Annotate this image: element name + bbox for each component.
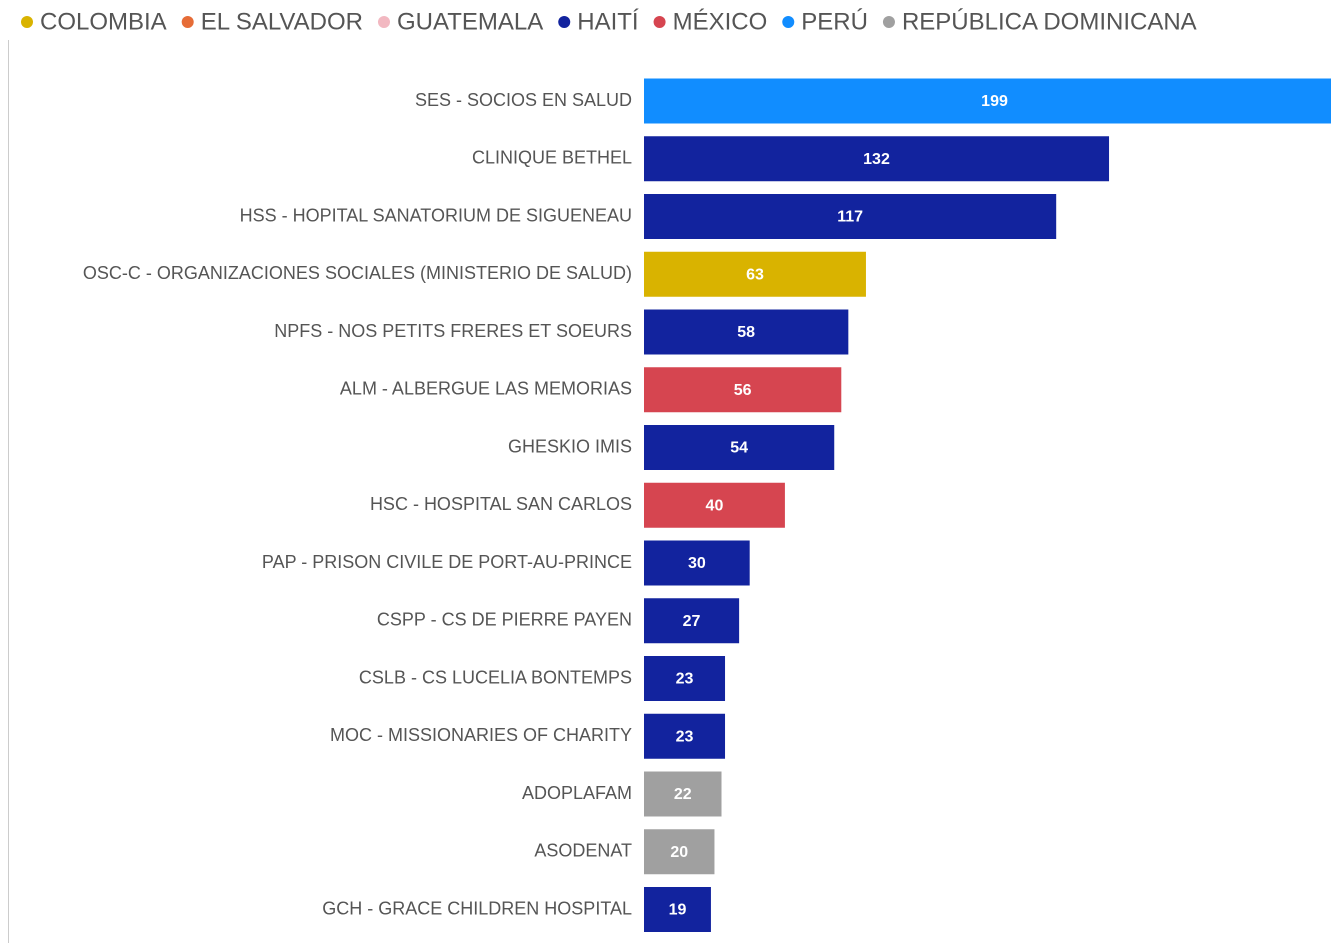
bar (644, 771, 722, 817)
bar (644, 713, 726, 759)
legend-label: EL SALVADOR (201, 8, 363, 35)
bar (644, 598, 740, 644)
data-label: 56 (734, 382, 752, 399)
bar (644, 482, 785, 528)
category-label: GCH - GRACE CHILDREN HOSPITAL (322, 898, 632, 918)
category-label: ADOPLAFAM (522, 783, 632, 803)
data-label: 117 (837, 209, 863, 226)
legend-label: COLOMBIA (40, 8, 167, 35)
data-label: 40 (706, 497, 724, 514)
data-label: 22 (674, 786, 692, 803)
legend-marker (181, 16, 194, 28)
data-label: 27 (683, 613, 701, 630)
legend-label: PERÚ (801, 8, 868, 35)
legend-label: GUATEMALA (397, 8, 543, 35)
legend-label: REPÚBLICA DOMINICANA (902, 8, 1197, 35)
bar (644, 656, 726, 701)
bar (644, 194, 1057, 239)
data-label: 58 (737, 324, 755, 341)
bar (644, 887, 711, 932)
category-label: ASODENAT (534, 841, 632, 861)
legend-label: MÉXICO (673, 8, 768, 35)
legend-marker (882, 16, 895, 28)
data-label: 20 (670, 844, 688, 861)
data-label: 54 (730, 440, 748, 457)
category-label: GHESKIO IMIS (508, 436, 632, 456)
category-label: HSC - HOSPITAL SAN CARLOS (370, 494, 632, 514)
category-label: SES - SOCIOS EN SALUD (415, 90, 632, 110)
bar (644, 78, 1331, 124)
bar (644, 309, 849, 355)
legend-marker (653, 16, 666, 28)
data-label: 30 (688, 555, 706, 572)
category-label: NPFS - NOS PETITS FRERES ET SOEURS (274, 321, 632, 341)
category-label: PAP - PRISON CIVILE DE PORT-AU-PRINCE (262, 552, 632, 572)
data-label: 19 (669, 902, 687, 919)
data-label: 63 (746, 266, 764, 283)
data-label: 23 (676, 671, 694, 688)
bar (644, 367, 842, 413)
category-label: HSS - HOPITAL SANATORIUM DE SIGUENEAU (240, 205, 632, 225)
legend-marker (558, 16, 571, 28)
legend-label: HAITÍ (577, 8, 639, 35)
category-label: CSLB - CS LUCELIA BONTEMPS (359, 667, 632, 687)
category-label: CLINIQUE BETHEL (472, 148, 632, 168)
category-label: MOC - MISSIONARIES OF CHARITY (330, 725, 632, 745)
data-label: 23 (676, 728, 694, 745)
category-label: ALM - ALBERGUE LAS MEMORIAS (340, 379, 632, 399)
legend-marker (377, 16, 390, 28)
legend-marker (21, 16, 33, 28)
bar (644, 251, 866, 297)
category-label: CSPP - CS DE PIERRE PAYEN (377, 610, 632, 630)
category-label: OSC-C - ORGANIZACIONES SOCIALES (MINISTE… (83, 263, 632, 283)
data-label: 132 (863, 151, 890, 168)
bar (644, 540, 750, 586)
bar (644, 829, 715, 875)
data-label: 199 (981, 93, 1008, 110)
legend-marker (782, 16, 795, 28)
bar (644, 425, 835, 470)
bar (644, 136, 1110, 182)
